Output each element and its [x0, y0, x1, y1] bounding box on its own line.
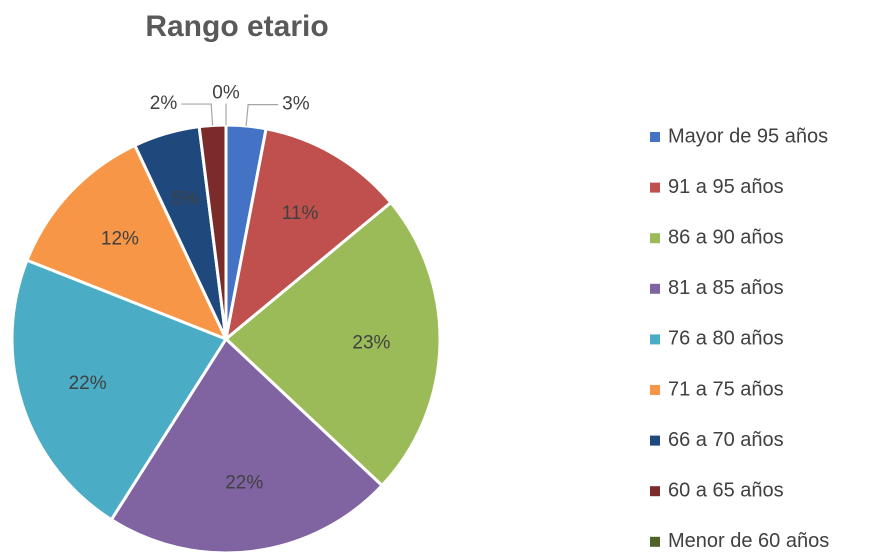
- legend-label: 86 a 90 años: [668, 226, 784, 248]
- legend-swatch: [650, 283, 660, 294]
- legend-label: Mayor de 95 años: [668, 125, 828, 147]
- pie-slice: [10, 258, 229, 522]
- data-label: 3%: [282, 94, 310, 115]
- pie-slice: [223, 200, 442, 488]
- legend-label: 91 a 95 años: [668, 176, 784, 198]
- legend-swatch: [650, 334, 660, 345]
- leader-line: [245, 104, 279, 127]
- data-label: 12%: [101, 228, 139, 249]
- legend-swatch: [650, 536, 660, 547]
- legend-swatch: [650, 486, 660, 497]
- legend-label: 81 a 85 años: [668, 277, 784, 299]
- data-label: 22%: [69, 373, 107, 394]
- data-label: 2%: [150, 93, 178, 114]
- data-label: 0%: [212, 83, 240, 104]
- legend-swatch: [650, 233, 660, 244]
- legend-swatch: [650, 182, 660, 193]
- legend-swatch: [650, 385, 660, 395]
- legend-label: 60 a 65 años: [668, 479, 784, 501]
- chart-title: Rango etario: [145, 10, 328, 43]
- pie-slice: [25, 143, 229, 342]
- legend-label: Menor de 60 años: [668, 530, 829, 552]
- pie-slice: [223, 127, 394, 343]
- legend-label: 76 a 80 años: [668, 328, 784, 350]
- data-label: 22%: [225, 472, 263, 493]
- pie-slice: [109, 336, 385, 555]
- legend-swatch: [650, 435, 660, 446]
- data-label: 5%: [172, 188, 200, 209]
- data-label: 11%: [282, 203, 319, 224]
- leader-line: [181, 103, 214, 126]
- data-label: 23%: [352, 333, 390, 354]
- legend-label: 66 a 70 años: [668, 429, 784, 451]
- legend-label: 71 a 75 años: [668, 378, 784, 400]
- legend-swatch: [650, 132, 660, 142]
